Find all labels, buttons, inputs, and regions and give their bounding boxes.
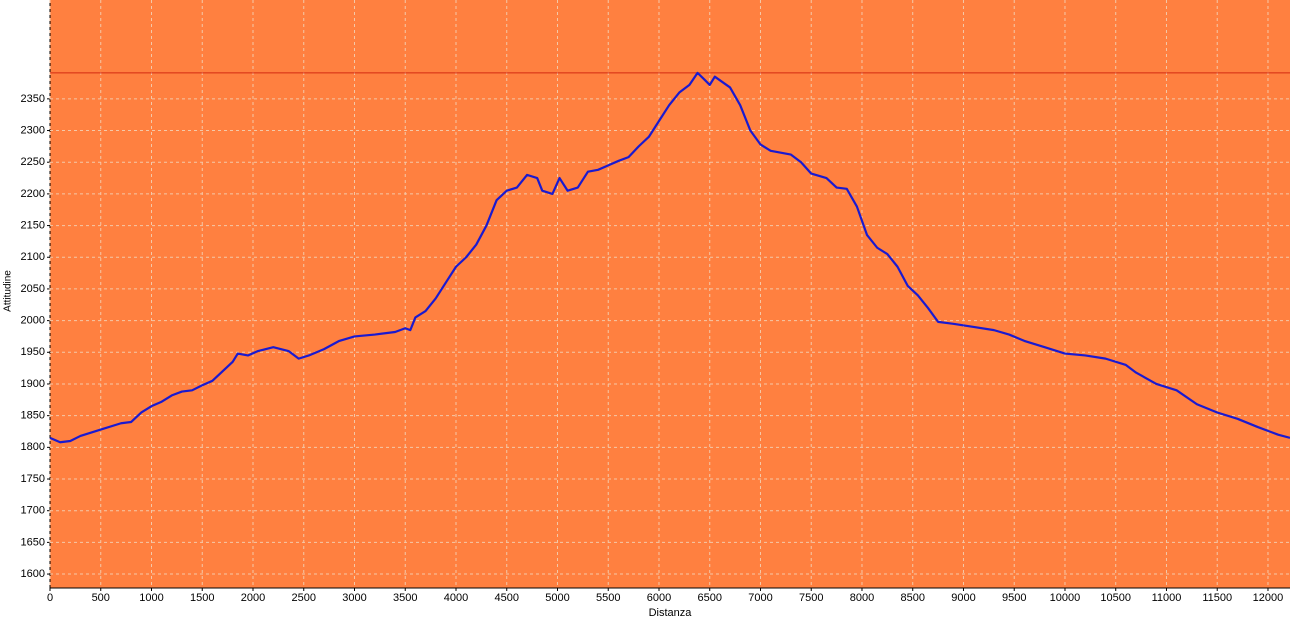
x-axis-label: Distanza	[649, 607, 693, 619]
y-tick-label: 2100	[21, 251, 45, 263]
x-tick-label: 6500	[697, 592, 721, 604]
y-tick-label: 1600	[21, 568, 45, 580]
y-tick-label: 2300	[21, 124, 45, 136]
x-tick-label: 500	[92, 592, 110, 604]
y-tick-label: 2150	[21, 219, 45, 231]
y-tick-label: 1700	[21, 505, 45, 517]
x-tick-label: 10500	[1100, 592, 1131, 604]
y-tick-label: 1650	[21, 536, 45, 548]
x-tick-label: 1500	[190, 592, 214, 604]
x-tick-label: 11000	[1152, 592, 1182, 604]
x-tick-label: 9500	[1002, 592, 1026, 604]
x-tick-label: 1000	[139, 592, 163, 604]
y-axis-label: Attitudine	[3, 270, 14, 312]
y-tick-label: 1900	[21, 378, 45, 390]
x-tick-label: 0	[47, 592, 53, 604]
x-tick-label: 5500	[596, 592, 620, 604]
x-tick-label: 8000	[850, 592, 874, 604]
plot-area	[50, 0, 1290, 588]
x-tick-label: 3000	[342, 592, 366, 604]
x-tick-label: 10000	[1050, 592, 1081, 604]
y-tick-label: 2250	[21, 156, 45, 168]
y-tick-label: 2200	[21, 188, 45, 200]
x-tick-label: 4500	[494, 592, 518, 604]
x-tick-label: 4000	[444, 592, 468, 604]
x-tick-label: 12000	[1253, 592, 1284, 604]
x-tick-label: 2000	[241, 592, 265, 604]
y-tick-label: 2050	[21, 283, 45, 295]
elevation-line	[49, 71, 1290, 444]
x-tick-label: 3500	[393, 592, 417, 604]
x-tick-label: 6000	[647, 592, 671, 604]
x-tick-label: 5000	[545, 592, 569, 604]
y-tick-label: 2350	[21, 93, 45, 105]
x-tick-label: 11500	[1202, 592, 1232, 604]
y-tick-label: 1950	[21, 346, 45, 358]
y-tick-label: 1750	[21, 473, 45, 485]
x-tick-label: 9000	[951, 592, 975, 604]
y-tick-label: 1800	[21, 441, 45, 453]
x-tick-label: 7000	[748, 592, 772, 604]
x-tick-label: 2500	[292, 592, 316, 604]
x-tick-label: 7500	[799, 592, 823, 604]
y-tick-label: 1850	[21, 410, 45, 422]
y-tick-label: 2000	[21, 315, 45, 327]
x-tick-label: 8500	[900, 592, 924, 604]
